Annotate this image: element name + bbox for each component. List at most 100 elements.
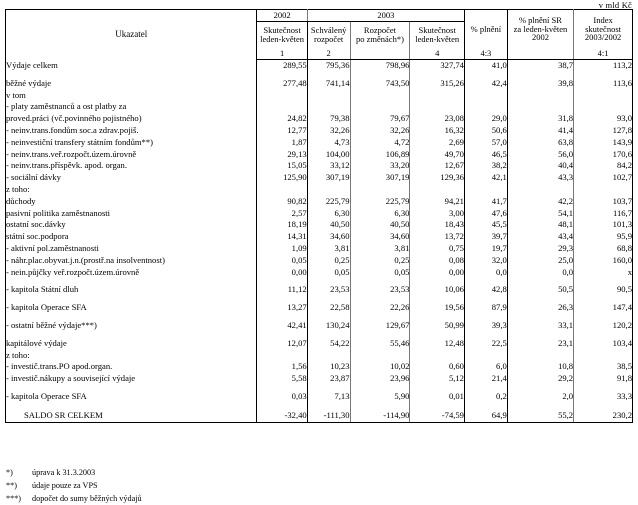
header-col-index-line2: skutečnost <box>585 23 621 34</box>
row-value <box>507 89 575 101</box>
total-row-v4: 64,9 <box>464 408 508 424</box>
row-value: 55,46 <box>350 337 411 350</box>
row-value: 798,96 <box>350 59 411 72</box>
row-value: 225,79 <box>350 195 411 208</box>
row-label: - kapitola Státní dluh <box>4 283 258 296</box>
spacer-cell <box>507 331 575 338</box>
footnotes: *) úprava k 31.3.2003 **) údaje pouze za VP… <box>6 466 142 505</box>
row-value: 0,0 <box>507 266 575 278</box>
table-row: proved.práci (vč.povinného pojistného) 24… <box>4 112 633 125</box>
row-value <box>573 349 633 361</box>
row-value: 23,87 <box>307 372 351 385</box>
row-value: 10,23 <box>307 360 351 373</box>
spacer-cell <box>464 277 508 284</box>
row-value: 104,00 <box>307 148 351 160</box>
spacer-cell <box>307 402 351 409</box>
row-value: 12,48 <box>409 337 465 350</box>
row-value: 5,58 <box>256 372 308 385</box>
header-col-2-line1: Schválený <box>310 25 347 36</box>
table-row: z toho: <box>4 349 633 361</box>
row-value: 0,00 <box>409 266 465 278</box>
total-row-label: SALDO SR CELKEM <box>4 408 258 424</box>
row-value: 63,8 <box>507 136 575 149</box>
table-row: - nein.půjčky veř.rozpočt.územ.úrovně 0,0… <box>4 266 633 278</box>
row-value: 13,72 <box>409 230 465 243</box>
table-row-spacer <box>4 402 633 409</box>
table-row: - platy zaměstnanců a ost platby za <box>4 100 633 113</box>
row-value: 315,26 <box>409 77 465 90</box>
spacer-cell <box>256 313 308 320</box>
row-value: 68,8 <box>573 242 633 255</box>
total-row: SALDO SR CELKEM -32,40 -111,30 -114,90 -… <box>4 408 633 424</box>
table-row: státní soc.podpora 14,31 34,60 34,60 13,72 39… <box>4 230 633 243</box>
spacer-cell <box>350 331 411 338</box>
row-value: 0,03 <box>256 390 308 403</box>
row-label: - ostatní běžné výdaje***) <box>4 319 258 332</box>
row-label: proved.práci (vč.povinného pojistného) <box>4 112 258 125</box>
row-value: 225,79 <box>307 195 351 208</box>
row-value: 795,36 <box>307 59 351 72</box>
header-group-2002: 2002 <box>256 9 308 22</box>
row-value: 3,81 <box>307 242 351 255</box>
row-value: 0,01 <box>409 390 465 403</box>
row-value: 56,0 <box>507 148 575 160</box>
table-row-spacer <box>4 313 633 320</box>
total-row-v6: 230,2 <box>573 408 633 424</box>
spacer-cell <box>409 402 465 409</box>
row-value: 0,60 <box>409 360 465 373</box>
row-value: 289,55 <box>256 59 308 72</box>
row-value: 307,19 <box>307 171 351 184</box>
row-value: 48,1 <box>507 218 575 231</box>
spacer-cell <box>256 384 308 391</box>
row-value: 41,4 <box>507 124 575 137</box>
spacer-cell <box>307 331 351 338</box>
row-value: 2,57 <box>256 207 308 219</box>
row-value: 307,19 <box>350 171 411 184</box>
spacer-cell <box>256 402 308 409</box>
row-value: 327,74 <box>409 59 465 72</box>
row-value: 0,05 <box>307 266 351 278</box>
row-label: v tom <box>4 89 258 101</box>
row-value: 29,3 <box>507 242 575 255</box>
spacer-cell <box>409 295 465 302</box>
header-row-group: Ukazatel 2002 2003 % plnění % plnění SR … <box>4 9 633 60</box>
footnote: **) údaje pouze za VPS <box>6 479 142 492</box>
row-label: - kapitola Operace SFA <box>4 390 258 403</box>
row-value: 5,12 <box>409 372 465 385</box>
row-value: 40,50 <box>307 218 351 231</box>
row-value: 18,19 <box>256 218 308 231</box>
row-value <box>464 100 508 113</box>
row-label: - náhr.plac.obyvat.j.n.(prostř.na insolv… <box>4 254 258 267</box>
total-row-v2: -114,90 <box>350 408 411 424</box>
header-col-2-line2: rozpočet <box>313 34 344 44</box>
row-value: 49,70 <box>409 148 465 160</box>
row-value: 84,2 <box>573 159 633 172</box>
row-value: 54,1 <box>507 207 575 219</box>
spacer-cell <box>507 313 575 320</box>
spacer-cell <box>350 71 411 78</box>
row-value: 40,50 <box>350 218 411 231</box>
row-value: 45,5 <box>464 218 508 231</box>
header-num-4: 4 <box>409 48 465 60</box>
row-value: 42,41 <box>256 319 308 332</box>
header-col-3-line1: Rozpočet <box>363 25 397 36</box>
row-value: 18,43 <box>409 218 465 231</box>
row-label: Výdaje celkem <box>4 59 258 72</box>
row-value: 102,7 <box>573 171 633 184</box>
spacer-cell <box>464 384 508 391</box>
header-row-sub: Skutečnost leden-květen Schválený rozpoč… <box>6 21 633 48</box>
row-value: 54,22 <box>307 337 351 350</box>
row-value <box>256 349 308 361</box>
spacer-cell <box>307 71 351 78</box>
header-group-2003: 2003 <box>307 9 465 22</box>
table-row: - neinv.trans.příspěvk. apod. organ. 15,0… <box>4 159 633 172</box>
footnote: ***) dopočet do sumy běžných výdajů <box>6 492 142 505</box>
table-body: Výdaje celkem 289,55 795,36 798,96 327,74 41,… <box>4 59 633 409</box>
row-value: 79,67 <box>350 112 411 125</box>
row-value: 23,53 <box>350 283 411 296</box>
row-value: 22,58 <box>307 301 351 314</box>
row-value: 13,27 <box>256 301 308 314</box>
row-value: 23,53 <box>307 283 351 296</box>
row-value <box>256 183 308 196</box>
